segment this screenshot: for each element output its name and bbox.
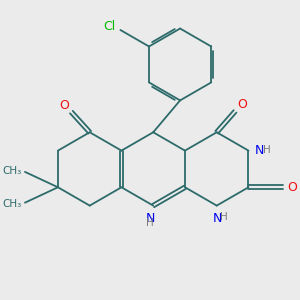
- Text: Cl: Cl: [103, 20, 116, 33]
- Text: O: O: [237, 98, 247, 111]
- Text: N: N: [213, 212, 222, 225]
- Text: O: O: [287, 181, 297, 194]
- Text: CH₃: CH₃: [2, 166, 21, 176]
- Text: CH₃: CH₃: [2, 199, 21, 209]
- Text: N: N: [146, 212, 155, 225]
- Text: H: H: [262, 145, 270, 155]
- Text: O: O: [60, 99, 70, 112]
- Text: N: N: [255, 143, 265, 157]
- Text: H: H: [146, 218, 154, 228]
- Text: H: H: [220, 212, 228, 222]
